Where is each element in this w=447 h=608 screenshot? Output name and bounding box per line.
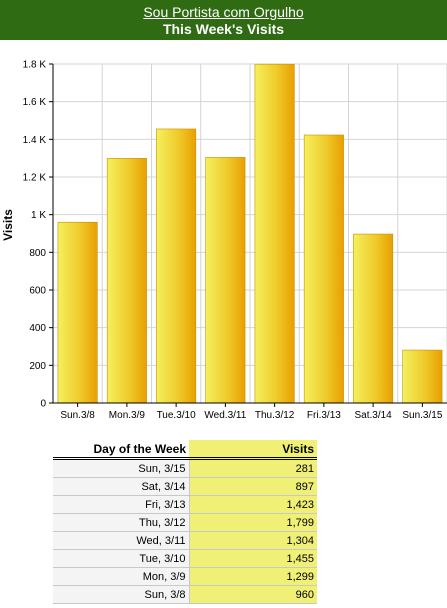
x-tick-label: Sun.3/8 bbox=[60, 410, 95, 421]
day-cell: Sun, 3/15 bbox=[53, 458, 190, 478]
bar[interactable] bbox=[205, 157, 246, 404]
y-tick-label: 0 bbox=[40, 399, 46, 410]
day-cell: Mon, 3/9 bbox=[53, 567, 190, 586]
table-row: Sat, 3/14 897 bbox=[53, 477, 317, 496]
table-row: Fri, 3/13 1,423 bbox=[53, 495, 317, 514]
visits-table: Day of the Week Visits Sun, 3/15 281 Sat, … bbox=[53, 440, 317, 604]
visits-bar-chart: 0 200 400 600 800 1 K 1.2 K 1.4 K 1.6 K 1.8 K Sun.… bbox=[1, 60, 447, 422]
y-tick-label: 600 bbox=[29, 286, 46, 297]
site-name-link[interactable]: Sou Portista com Orgulho bbox=[143, 4, 304, 20]
x-tick-label: Sat.3/14 bbox=[354, 410, 392, 421]
table-body: Sun, 3/15 281 Sat, 3/14 897 Fri, 3/13 1,423 Th… bbox=[53, 458, 317, 604]
day-cell: Wed, 3/11 bbox=[53, 531, 190, 550]
table-row: Mon, 3/9 1,299 bbox=[53, 567, 317, 586]
bar[interactable] bbox=[57, 221, 98, 404]
bar[interactable] bbox=[106, 158, 147, 404]
visits-cell: 897 bbox=[189, 477, 317, 496]
x-tick-label: Sun.3/15 bbox=[402, 410, 442, 421]
bar[interactable] bbox=[303, 134, 344, 404]
table-row: Sun, 3/15 281 bbox=[53, 458, 317, 478]
x-tick-label: Wed.3/11 bbox=[204, 410, 246, 421]
day-cell: Sat, 3/14 bbox=[53, 477, 190, 496]
y-tick-label: 1.6 K bbox=[23, 97, 47, 108]
visits-cell: 281 bbox=[189, 458, 317, 478]
visits-column-header: Visits bbox=[189, 440, 317, 460]
y-tick-label: 400 bbox=[29, 323, 46, 334]
y-axis-title: Visits bbox=[1, 209, 15, 241]
y-tick-label: 1.2 K bbox=[23, 173, 47, 184]
bars bbox=[57, 63, 443, 404]
x-tick-label: Fri.3/13 bbox=[307, 410, 341, 421]
page-header: Sou Portista com Orgulho This Week's Vis… bbox=[0, 0, 447, 40]
y-tick-label: 1 K bbox=[31, 210, 46, 221]
y-tick-label: 200 bbox=[29, 361, 46, 372]
day-cell: Sun, 3/8 bbox=[53, 585, 190, 604]
bar[interactable] bbox=[254, 63, 295, 404]
visits-cell: 1,423 bbox=[189, 495, 317, 514]
x-tick-label: Tue.3/10 bbox=[157, 410, 197, 421]
visits-cell: 1,299 bbox=[189, 567, 317, 586]
day-column-header: Day of the Week bbox=[53, 440, 189, 460]
x-tick-label: Mon.3/9 bbox=[109, 410, 146, 421]
visits-cell: 1,799 bbox=[189, 513, 317, 532]
y-tick-label: 1.8 K bbox=[23, 60, 47, 71]
axis-labels: 0 200 400 600 800 1 K 1.2 K 1.4 K 1.6 K 1.8 K Sun.… bbox=[23, 60, 443, 422]
table-row: Tue, 3/10 1,455 bbox=[53, 549, 317, 568]
day-cell: Tue, 3/10 bbox=[53, 549, 190, 568]
y-tick-label: 1.4 K bbox=[23, 135, 47, 146]
table-header-row: Day of the Week Visits bbox=[53, 440, 317, 460]
day-cell: Thu, 3/12 bbox=[53, 513, 190, 532]
bar[interactable] bbox=[402, 349, 443, 404]
table-row: Thu, 3/12 1,799 bbox=[53, 513, 317, 532]
bar[interactable] bbox=[353, 233, 394, 404]
visits-cell: 1,304 bbox=[189, 531, 317, 550]
bar[interactable] bbox=[156, 128, 197, 404]
visits-cell: 1,455 bbox=[189, 549, 317, 568]
table-row: Wed, 3/11 1,304 bbox=[53, 531, 317, 550]
table-row: Sun, 3/8 960 bbox=[53, 585, 317, 604]
chart-title: This Week's Visits bbox=[162, 21, 285, 37]
y-tick-label: 800 bbox=[29, 248, 46, 259]
axes bbox=[49, 63, 447, 407]
x-tick-label: Thu.3/12 bbox=[255, 410, 295, 421]
visits-cell: 960 bbox=[189, 585, 317, 604]
day-cell: Fri, 3/13 bbox=[53, 495, 190, 514]
